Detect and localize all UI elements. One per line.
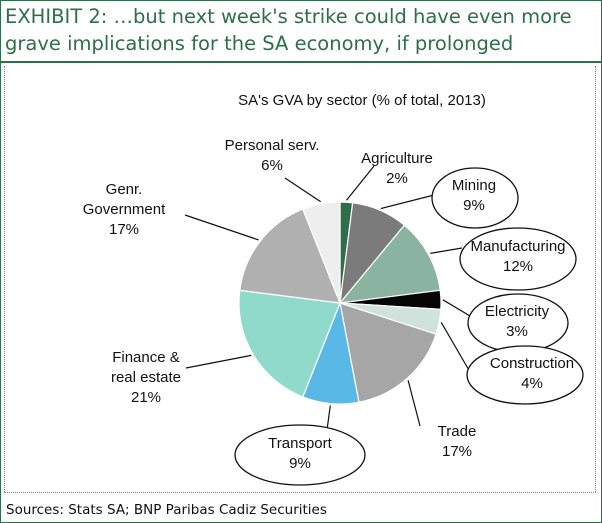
leader-line-electricity (442, 299, 471, 317)
slice-label-trade: Trade 17% (438, 423, 477, 460)
slice-label-electricity: Electricity 3% (485, 303, 550, 340)
pie-slice-trade (339, 302, 437, 403)
slice-label-mining: Mining 9% (452, 177, 496, 214)
leader-line-manufacturing (430, 247, 463, 254)
pie-slice-personal-serv (302, 201, 341, 304)
slice-label-agriculture: Agriculture 2% (361, 150, 433, 187)
callout-ellipse-transport (234, 424, 366, 486)
slice-label-construction: Construction 4% (490, 355, 574, 392)
pie-slice-finance-and-real-estate (238, 289, 341, 398)
chart-title: SA's GVA by sector (% of total, 2013) (238, 92, 486, 109)
leader-line-genr-government (184, 214, 259, 241)
slice-labels: Agriculture 2% Mining 9% Manufacturing 12% Ele… (83, 137, 584, 486)
pie-slices (238, 201, 442, 405)
leader-line-mining (380, 193, 439, 210)
slice-label-transport: Transport 9% (268, 435, 332, 472)
exhibit-title: EXHIBIT 2: …but next week's strike could… (5, 5, 572, 55)
leader-line-construction (440, 321, 471, 373)
chart-border-right (595, 66, 596, 492)
chart-border-left (4, 66, 5, 492)
leader-line-finance-and-real-estate (185, 354, 252, 369)
leader-line-trade (407, 380, 421, 427)
leader-lines (184, 165, 471, 431)
leader-line-personal-serv (284, 177, 322, 203)
leader-line-agriculture (346, 165, 375, 201)
slice-label-genr-government: Genr. Government 17% (83, 181, 166, 238)
leader-line-transport (326, 405, 331, 431)
exhibit-header: EXHIBIT 2: …but next week's strike could… (0, 0, 600, 61)
slice-label-manufacturing: Manufacturing 12% (470, 238, 565, 275)
pie-slice-genr-government (239, 208, 341, 304)
callout-ellipse-construction (466, 345, 584, 405)
slice-label-personal-serv: Personal serv. 6% (225, 137, 320, 174)
source-note: Sources: Stats SA; BNP Paribas Cadiz Sec… (6, 502, 327, 518)
callout-ellipse-mining (431, 167, 519, 229)
pie-slice-manufacturing (338, 224, 441, 304)
slice-label-finance-and-real-estate: Finance & real estate 21% (111, 349, 181, 406)
callout-ellipse-manufacturing (459, 227, 577, 291)
header-rule (0, 61, 602, 63)
chart-border-bottom (4, 492, 596, 493)
